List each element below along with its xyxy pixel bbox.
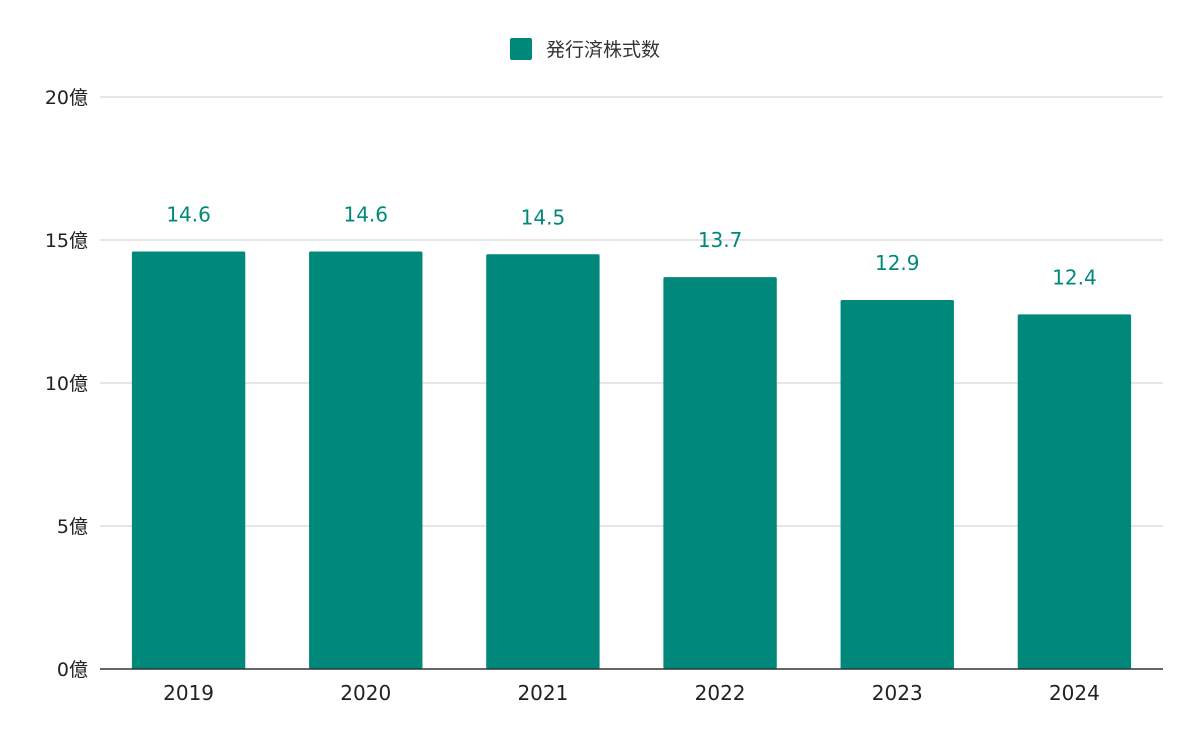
data-label-2020: 14.6 bbox=[343, 202, 388, 226]
data-label-2019: 14.6 bbox=[166, 202, 211, 226]
y-tick-label: 0億 bbox=[57, 659, 88, 681]
bar-2023 bbox=[840, 300, 954, 669]
y-tick-label: 10億 bbox=[45, 373, 88, 395]
legend-label: 発行済株式数 bbox=[546, 39, 660, 61]
data-label-2022: 13.7 bbox=[698, 228, 743, 252]
bar-2020 bbox=[309, 251, 423, 669]
bar-2022 bbox=[663, 277, 777, 669]
data-labels: 14.6 14.6 14.5 13.7 12.9 12.4 bbox=[166, 202, 1096, 289]
x-tick-label-2024: 2024 bbox=[1049, 681, 1100, 705]
data-label-2023: 12.9 bbox=[875, 251, 920, 275]
bars bbox=[131, 251, 1132, 670]
bar-2019 bbox=[131, 251, 246, 669]
y-tick-label: 5億 bbox=[57, 516, 88, 538]
x-tick-label-2022: 2022 bbox=[695, 681, 746, 705]
x-tick-label-2020: 2020 bbox=[340, 681, 391, 705]
x-tick-label-2019: 2019 bbox=[163, 681, 214, 705]
bar-2024 bbox=[1017, 314, 1132, 669]
x-tick-label-2023: 2023 bbox=[872, 681, 923, 705]
x-tick-label-2021: 2021 bbox=[517, 681, 568, 705]
x-axis: 2019 2020 2021 2022 2023 2024 bbox=[100, 668, 1163, 705]
y-tick-label: 20億 bbox=[45, 87, 88, 109]
gridlines bbox=[100, 96, 1163, 527]
data-label-2021: 14.5 bbox=[521, 205, 566, 229]
legend-swatch bbox=[510, 38, 532, 60]
y-axis: 0億 5億 10億 15億 20億 bbox=[45, 87, 88, 681]
bar-2021 bbox=[486, 254, 600, 670]
legend: 発行済株式数 bbox=[510, 38, 660, 61]
data-label-2024: 12.4 bbox=[1052, 265, 1097, 289]
y-tick-label: 15億 bbox=[45, 230, 88, 252]
